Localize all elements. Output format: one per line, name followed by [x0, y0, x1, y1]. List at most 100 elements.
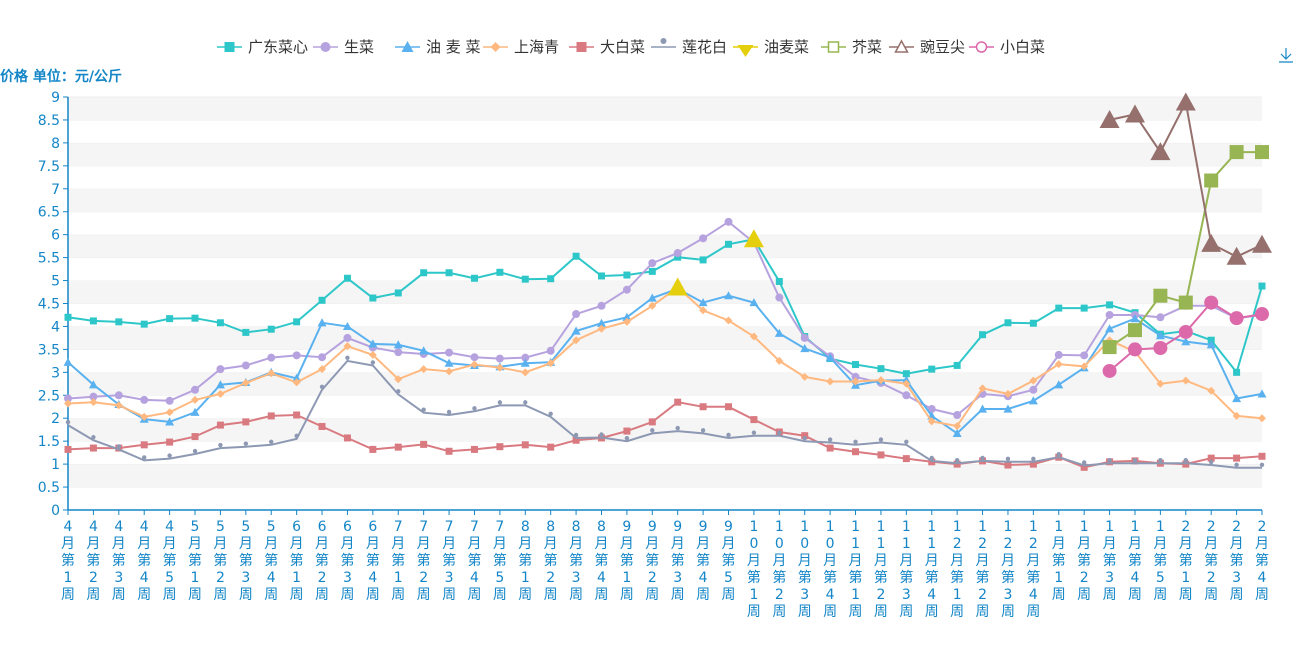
data-point	[165, 396, 174, 405]
data-point	[724, 217, 733, 226]
data-point	[800, 343, 810, 353]
data-point	[674, 253, 682, 261]
data-point	[114, 391, 123, 400]
legend-item-上海青[interactable]: 上海青	[483, 38, 559, 56]
data-point	[497, 400, 503, 405]
x-tick-label: 8 月第 1 周	[518, 519, 532, 603]
legend-item-油 麦 菜[interactable]: 油 麦 菜	[395, 38, 481, 56]
download-icon[interactable]	[1279, 48, 1293, 63]
y-tick-label: 8	[51, 136, 60, 152]
x-tick-label: 9 月第 2 周	[645, 519, 659, 603]
grid-band	[68, 119, 1262, 143]
data-point	[1153, 341, 1168, 356]
x-tick-label: 1 1 月第 4 周	[925, 519, 939, 620]
legend-marker	[490, 42, 501, 52]
data-point	[1258, 452, 1266, 460]
legend-label: 莲花白	[682, 38, 727, 56]
data-point	[241, 378, 250, 387]
y-tick-label: 3.5	[38, 342, 60, 358]
data-point	[521, 441, 529, 449]
data-point	[166, 438, 174, 446]
legend-label: 上海青	[514, 38, 559, 56]
data-point	[64, 313, 72, 321]
x-tick-label: 4 月第 1 周	[61, 519, 75, 603]
data-point	[166, 315, 174, 323]
data-point	[826, 444, 834, 452]
x-tick-label: 1 2 月第 1 周	[950, 519, 964, 620]
data-point	[953, 422, 962, 431]
legend-marker	[827, 41, 840, 53]
legend-marker	[576, 42, 587, 52]
data-point	[1175, 92, 1196, 111]
series-line	[67, 238, 1263, 375]
data-point	[1029, 460, 1037, 468]
data-point	[725, 403, 733, 411]
x-tick-label: 6 月第 2 周	[315, 519, 329, 603]
data-point	[1232, 393, 1242, 403]
data-point	[495, 363, 504, 372]
y-axis: 0 0.5 1 1.5 2 2.5 3 3.5 4 4.5 5 5.5 6 6.5 7 7.5 8 8.5 9	[38, 90, 69, 519]
data-point	[269, 439, 274, 445]
data-point	[1155, 331, 1165, 340]
data-point	[64, 399, 72, 408]
legend-label: 芥菜	[852, 38, 882, 56]
data-point	[1081, 460, 1087, 465]
data-point	[599, 432, 604, 437]
legend-item-生菜[interactable]: 生菜	[313, 38, 374, 56]
data-point	[216, 319, 224, 327]
legend-marker	[975, 41, 988, 53]
data-point	[1257, 389, 1267, 398]
data-point	[1226, 246, 1247, 265]
x-tick-label: 4 月第 5 周	[163, 519, 177, 603]
legend-item-广东菜心[interactable]: 广东菜心	[217, 38, 308, 56]
x-tick-label: 1 2 月第 2 周	[976, 519, 990, 620]
data-point	[572, 336, 581, 345]
data-point	[318, 365, 327, 374]
legend[interactable]: 广东菜心 生菜 油 麦 菜 上海青 大白菜 莲花白 油麦菜 芥菜 豌豆尖 小白菜	[217, 38, 1045, 57]
data-point	[89, 392, 98, 401]
data-point	[648, 418, 656, 426]
x-tick-label: 7 月第 3 周	[442, 519, 456, 603]
data-point	[1153, 288, 1168, 303]
data-point	[546, 346, 555, 355]
x-tick-label: 7 月第 4 周	[467, 519, 481, 603]
data-point	[496, 268, 504, 276]
data-point	[826, 377, 835, 386]
data-point	[1080, 362, 1089, 371]
legend-marker	[737, 45, 754, 57]
legend-item-豌豆尖[interactable]: 豌豆尖	[889, 38, 965, 56]
data-point	[1102, 340, 1117, 355]
data-point	[65, 419, 71, 425]
data-point	[699, 306, 708, 315]
data-point	[901, 375, 911, 384]
legend-item-小白菜[interactable]: 小白菜	[969, 38, 1045, 56]
data-point	[800, 372, 809, 381]
series-上海青	[64, 283, 1266, 431]
y-axis-title: 价格 单位：元/公斤	[0, 68, 122, 85]
data-point	[749, 332, 758, 341]
data-point	[521, 368, 530, 377]
legend-item-大白菜[interactable]: 大白菜	[569, 38, 645, 56]
data-point	[1156, 313, 1165, 322]
data-point	[775, 293, 784, 302]
legend-item-莲花白[interactable]: 莲花白	[651, 38, 727, 56]
legend-item-油麦菜[interactable]: 油麦菜	[733, 38, 809, 57]
data-point	[495, 354, 504, 363]
data-point	[1178, 324, 1193, 339]
data-point	[342, 321, 352, 331]
series-小白菜	[1102, 295, 1269, 378]
data-point	[1028, 396, 1038, 405]
y-tick-label: 0.5	[38, 480, 60, 496]
data-point	[1150, 142, 1171, 161]
legend-item-芥菜[interactable]: 芥菜	[821, 38, 882, 56]
x-tick-label: 5 月第 3 周	[239, 519, 253, 603]
data-point	[216, 365, 225, 374]
data-point	[1102, 363, 1117, 378]
grid-bands	[68, 96, 1262, 510]
legend-marker	[320, 42, 331, 52]
data-point	[1056, 452, 1061, 457]
data-point	[88, 380, 98, 389]
data-point	[929, 455, 934, 461]
data-point	[547, 275, 555, 283]
